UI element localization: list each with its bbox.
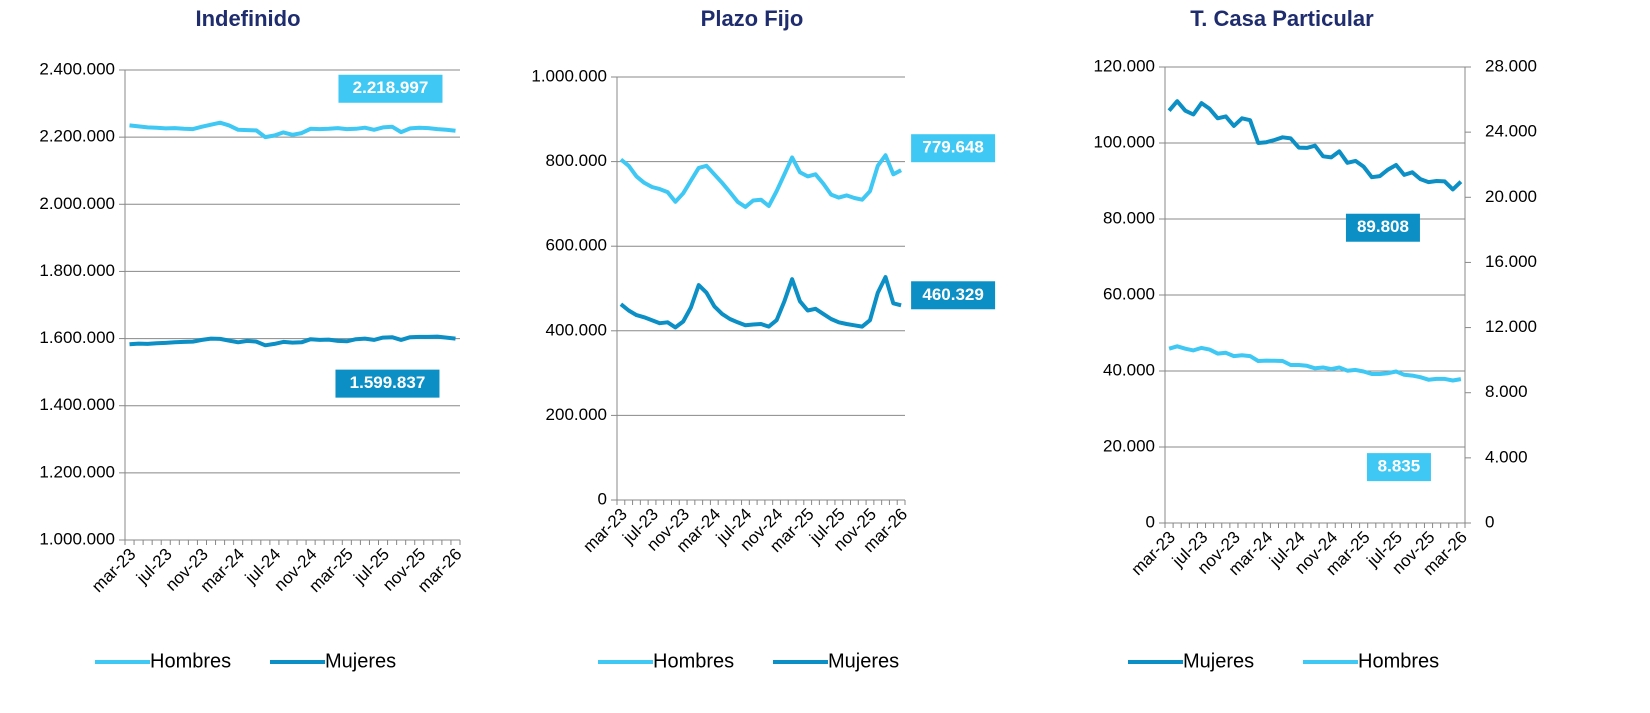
y-tick-label: 0 (1146, 512, 1155, 531)
value-label: 1.599.837 (350, 373, 426, 392)
y-tick-label: 1.000.000 (531, 66, 607, 85)
line-series (1168, 344, 1462, 383)
y2-tick-label: 0 (1485, 512, 1494, 531)
y-tick-label: 2.200.000 (39, 127, 115, 146)
y2-tick-label: 20.000 (1485, 187, 1537, 206)
value-label-box (335, 369, 440, 398)
y-tick-label: 600.000 (546, 236, 607, 255)
legend-label: Hombres (653, 650, 734, 672)
legend-label: Mujeres (325, 650, 396, 672)
y2-tick-label: 8.000 (1485, 382, 1528, 401)
value-label: 779.648 (922, 138, 983, 157)
y2-tick-label: 24.000 (1485, 122, 1537, 141)
line-series (1167, 99, 1463, 192)
y-tick-label: 2.400.000 (39, 59, 115, 78)
legend-label: Mujeres (1183, 650, 1254, 672)
legend-label: Mujeres (828, 650, 899, 672)
value-label: 460.329 (922, 285, 983, 304)
value-label: 2.218.997 (353, 78, 429, 97)
chart-title: T. Casa Particular (1190, 6, 1374, 31)
y-tick-label: 0 (598, 489, 607, 508)
value-label: 8.835 (1378, 457, 1421, 476)
y-tick-label: 800.000 (546, 151, 607, 170)
line-series (129, 334, 456, 348)
y-tick-label: 60.000 (1103, 284, 1155, 303)
y-tick-label: 120.000 (1094, 56, 1155, 75)
x-tick-label: mar-23 (88, 545, 140, 597)
chart-title: Plazo Fijo (701, 6, 804, 31)
value-label-box (911, 281, 996, 310)
y-tick-label: 1.000.000 (39, 529, 115, 548)
y2-tick-label: 28.000 (1485, 56, 1537, 75)
value-label-box (1345, 213, 1420, 242)
line-series (619, 275, 902, 330)
y2-tick-label: 12.000 (1485, 317, 1537, 336)
y-tick-label: 2.000.000 (39, 194, 115, 213)
legend-label: Hombres (150, 650, 231, 672)
value-label-box (1366, 453, 1431, 482)
y2-tick-label: 16.000 (1485, 252, 1537, 271)
y-tick-label: 80.000 (1103, 208, 1155, 227)
y-tick-label: 1.200.000 (39, 462, 115, 481)
chart-title: Indefinido (195, 6, 300, 31)
y-tick-label: 1.400.000 (39, 395, 115, 414)
value-label-box (911, 134, 996, 163)
y-tick-label: 20.000 (1103, 436, 1155, 455)
line-series (619, 153, 903, 209)
y-tick-label: 1.800.000 (39, 261, 115, 280)
y2-tick-label: 4.000 (1485, 447, 1528, 466)
y-tick-label: 400.000 (546, 320, 607, 339)
y-tick-label: 200.000 (546, 405, 607, 424)
y-tick-label: 100.000 (1094, 132, 1155, 151)
line-series (129, 120, 456, 140)
value-label-box (338, 74, 443, 103)
legend-label: Hombres (1358, 650, 1439, 672)
y-tick-label: 1.600.000 (39, 328, 115, 347)
value-label: 89.808 (1357, 217, 1409, 236)
y-tick-label: 40.000 (1103, 360, 1155, 379)
